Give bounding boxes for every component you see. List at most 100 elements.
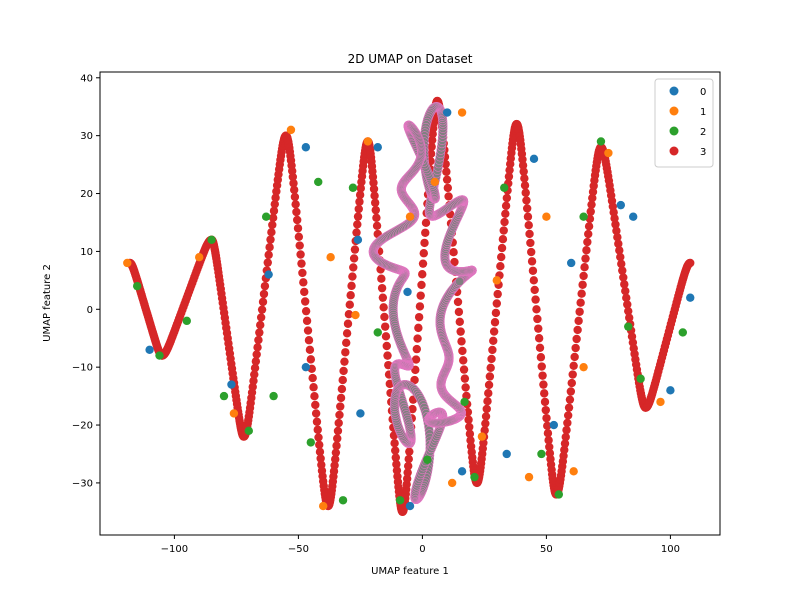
- scatter-point-class-2: [314, 177, 323, 187]
- scatter-point-class-3: [312, 417, 322, 426]
- scatter-point-class-3: [266, 235, 275, 244]
- scatter-point-class-3: [573, 325, 582, 335]
- scatter-point-class-3: [296, 250, 305, 259]
- y-tick-label: −20: [72, 421, 93, 432]
- scatter-point-class-3: [293, 224, 303, 233]
- scatter-point-class-3: [371, 205, 380, 215]
- scatter-point-class-3: [491, 308, 501, 318]
- scatter-point-class-3: [302, 316, 312, 326]
- scatter-point-class-1: [569, 467, 578, 476]
- scatter-point-class-3: [354, 204, 363, 214]
- scatter-point-class-3: [355, 197, 364, 206]
- scatter-point-class-3: [572, 334, 581, 344]
- scatter-point-class-3: [377, 283, 387, 293]
- scatter-point-class-3: [265, 242, 274, 252]
- scatter-point-class-0: [457, 467, 467, 476]
- scatter-point-class-3: [271, 193, 280, 202]
- scatter-point-class-3: [564, 403, 574, 412]
- scatter-point-class-2: [460, 397, 469, 407]
- scatter-point-class-3: [613, 233, 622, 242]
- legend-label-0: 0: [700, 87, 706, 98]
- scatter-point-class-3: [443, 183, 453, 193]
- plot-area: [100, 72, 720, 535]
- legend-marker-3: [669, 146, 679, 156]
- scatter-point-class-0: [629, 212, 638, 221]
- y-tick-label: 30: [80, 131, 93, 142]
- scatter-point-class-3: [331, 448, 341, 457]
- scatter-point-class-3: [421, 228, 430, 237]
- scatter-point-class-3: [497, 252, 506, 262]
- scatter-point-class-3: [256, 313, 266, 322]
- scatter-point-class-3: [686, 258, 695, 268]
- scatter-point-class-3: [421, 218, 431, 228]
- scatter-point-class-3: [347, 281, 356, 291]
- scatter-point-class-0: [356, 409, 365, 418]
- scatter-point-class-3: [576, 298, 585, 307]
- scatter-point-class-3: [298, 268, 307, 278]
- scatter-point-class-2: [423, 455, 432, 464]
- scatter-point-class-1: [542, 212, 551, 221]
- scatter-point-class-3: [404, 454, 413, 464]
- scatter-point-class-3: [568, 370, 577, 379]
- scatter-point-class-2: [537, 449, 546, 459]
- scatter-point-class-0: [145, 345, 154, 354]
- scatter-point-class-0: [549, 420, 559, 430]
- scatter-point-class-3: [502, 193, 512, 203]
- scatter-point-class-3: [523, 212, 533, 221]
- scatter-point-class-3: [270, 199, 279, 209]
- scatter-point-class-3: [427, 142, 436, 151]
- scatter-point-class-3: [625, 313, 634, 322]
- scatter-point-class-3: [311, 400, 320, 410]
- scatter-point-class-2: [155, 351, 164, 360]
- scatter-point-class-2: [261, 212, 271, 221]
- scatter-point-class-3: [459, 356, 468, 365]
- scatter-point-class-3: [566, 387, 576, 396]
- scatter-point-class-1: [579, 362, 588, 372]
- scatter-point-class-3: [315, 440, 324, 449]
- scatter-point-class-3: [501, 201, 511, 210]
- scatter-point-class-3: [257, 305, 267, 314]
- scatter-point-class-3: [486, 363, 495, 372]
- scatter-point-class-3: [306, 355, 316, 364]
- scatter-point-class-3: [340, 357, 349, 366]
- scatter-point-class-1: [229, 409, 239, 418]
- scatter-point-class-3: [460, 374, 470, 383]
- scatter-point-class-3: [380, 312, 389, 322]
- scatter-point-class-2: [373, 328, 382, 337]
- scatter-point-class-3: [459, 365, 469, 374]
- scatter-point-class-3: [614, 239, 623, 248]
- scatter-point-class-3: [461, 383, 470, 392]
- scatter-point-class-2: [395, 496, 405, 505]
- scatter-point-class-3: [356, 184, 365, 193]
- scatter-point-class-3: [560, 439, 570, 448]
- scatter-point-class-3: [577, 289, 586, 298]
- scatter-point-class-3: [405, 447, 414, 456]
- scatter-point-class-3: [403, 461, 413, 471]
- y-tick-label: 20: [80, 189, 93, 200]
- scatter-point-class-3: [254, 335, 263, 345]
- scatter-point-class-3: [562, 425, 571, 435]
- scatter-point-class-3: [540, 389, 549, 398]
- scatter-point-class-3: [501, 209, 510, 218]
- scatter-point-class-3: [420, 238, 429, 248]
- scatter-point-class-3: [610, 214, 619, 223]
- scatter-point-class-3: [524, 221, 533, 230]
- scatter-point-class-3: [561, 432, 570, 442]
- scatter-point-class-3: [479, 438, 488, 448]
- y-tick-label: 10: [80, 247, 93, 258]
- scatter-point-class-3: [444, 192, 453, 201]
- scatter-point-class-3: [355, 190, 365, 200]
- legend-label-2: 2: [700, 127, 706, 138]
- scatter-point-class-3: [330, 461, 339, 470]
- scatter-point-class-3: [536, 353, 546, 362]
- scatter-point-class-1: [363, 137, 373, 146]
- scatter-point-class-2: [306, 438, 315, 447]
- scatter-point-class-3: [499, 226, 508, 235]
- scatter-point-class-3: [349, 263, 358, 272]
- scatter-point-class-3: [530, 285, 539, 295]
- scatter-point-class-3: [258, 297, 268, 307]
- scatter-point-class-3: [584, 229, 593, 239]
- legend: 0 1 2 3: [654, 78, 714, 168]
- scatter-point-class-3: [403, 468, 412, 477]
- scatter-point-class-0: [373, 143, 382, 152]
